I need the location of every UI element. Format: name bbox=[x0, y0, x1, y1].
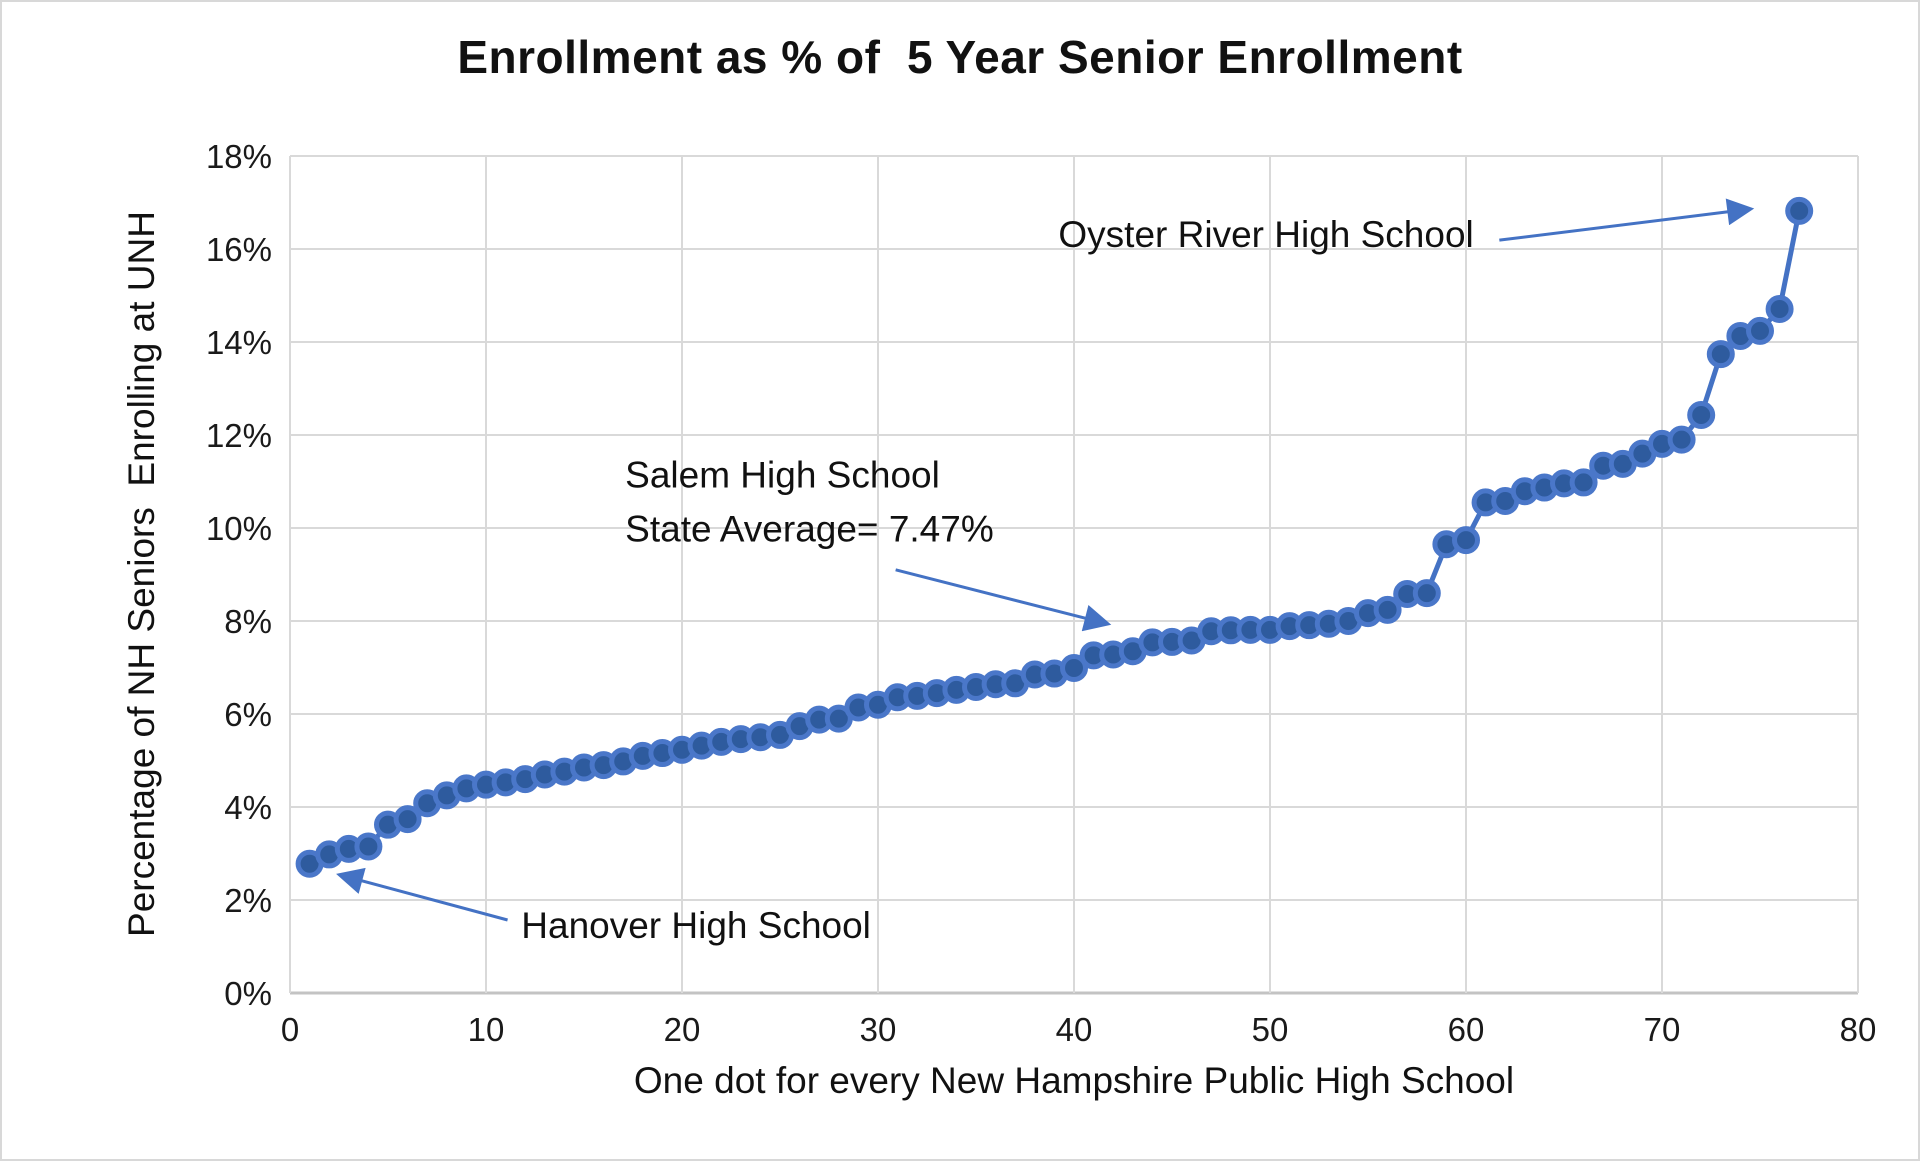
x-tick-label: 20 bbox=[664, 1011, 701, 1048]
x-tick-label: 70 bbox=[1644, 1011, 1681, 1048]
data-point bbox=[1746, 316, 1774, 345]
series-line bbox=[307, 208, 1802, 867]
annotation-label: Hanover High School bbox=[521, 905, 871, 947]
x-axis-title: One dot for every New Hampshire Public H… bbox=[633, 1060, 1515, 1101]
data-point bbox=[354, 832, 383, 861]
x-tick-label: 80 bbox=[1840, 1011, 1877, 1048]
data-point bbox=[1412, 579, 1441, 608]
data-point bbox=[1785, 196, 1814, 225]
annotation-arrow bbox=[336, 867, 508, 922]
x-tick-label: 50 bbox=[1252, 1011, 1289, 1048]
x-tick-label: 0 bbox=[281, 1011, 299, 1048]
y-tick-label: 8% bbox=[224, 603, 272, 640]
y-tick-label: 14% bbox=[206, 324, 272, 361]
x-tick-label: 60 bbox=[1448, 1011, 1485, 1048]
x-tick-label: 40 bbox=[1056, 1011, 1093, 1048]
annotation-label: Oyster River High School bbox=[1058, 214, 1474, 256]
data-point bbox=[1667, 425, 1696, 454]
y-tick-label: 18% bbox=[206, 138, 272, 175]
y-tick-label: 4% bbox=[224, 789, 272, 826]
y-tick-label: 6% bbox=[224, 696, 272, 733]
y-tick-label: 0% bbox=[224, 975, 272, 1012]
y-tick-label: 12% bbox=[206, 417, 272, 454]
data-point bbox=[1452, 526, 1480, 555]
y-tick-label: 10% bbox=[206, 510, 272, 547]
data-point bbox=[1687, 401, 1716, 430]
data-point bbox=[1706, 340, 1735, 369]
annotation-label: Salem High School State Average= 7.47% bbox=[625, 454, 994, 549]
annotation-arrow bbox=[1499, 198, 1755, 242]
annotation-arrow bbox=[895, 568, 1112, 632]
data-point bbox=[1060, 653, 1088, 682]
data-point bbox=[1569, 468, 1598, 497]
data-point bbox=[1765, 294, 1794, 323]
data-point bbox=[1373, 595, 1402, 624]
y-tick-label: 2% bbox=[224, 882, 272, 919]
y-tick-label: 16% bbox=[206, 231, 272, 268]
chart-title: Enrollment as % of 5 Year Senior Enrollm… bbox=[457, 31, 1463, 83]
x-tick-label: 10 bbox=[468, 1011, 505, 1048]
y-axis-title: Percentage of NH Seniors Enrolling at UN… bbox=[121, 211, 162, 937]
x-tick-label: 30 bbox=[860, 1011, 897, 1048]
data-point bbox=[393, 805, 422, 834]
